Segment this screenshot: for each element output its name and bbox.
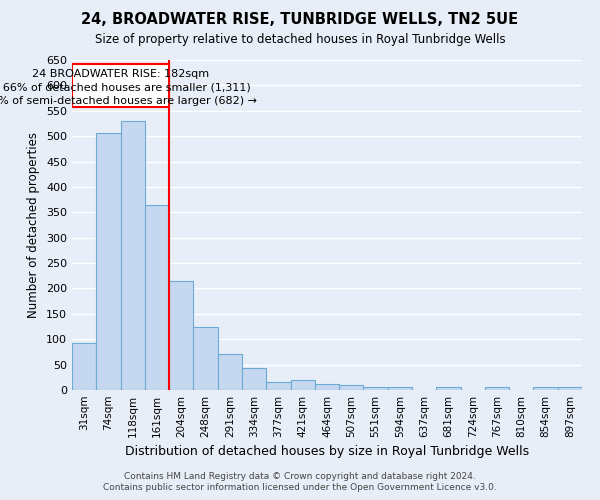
Bar <box>558 388 582 390</box>
Text: 24, BROADWATER RISE, TUNBRIDGE WELLS, TN2 5UE: 24, BROADWATER RISE, TUNBRIDGE WELLS, TN… <box>82 12 518 28</box>
Bar <box>96 132 121 390</box>
Bar <box>218 354 242 390</box>
Bar <box>315 384 339 390</box>
Bar <box>339 385 364 390</box>
Bar <box>388 388 412 390</box>
Bar <box>436 388 461 390</box>
Bar <box>72 64 169 106</box>
Bar <box>169 281 193 390</box>
Bar <box>145 205 169 390</box>
Bar <box>193 326 218 390</box>
Bar <box>364 388 388 390</box>
Y-axis label: Number of detached properties: Number of detached properties <box>28 132 40 318</box>
Text: Contains HM Land Registry data © Crown copyright and database right 2024.: Contains HM Land Registry data © Crown c… <box>124 472 476 481</box>
Text: Contains public sector information licensed under the Open Government Licence v3: Contains public sector information licen… <box>103 484 497 492</box>
Bar <box>533 388 558 390</box>
Text: ← 66% of detached houses are smaller (1,311): ← 66% of detached houses are smaller (1,… <box>0 82 251 92</box>
X-axis label: Distribution of detached houses by size in Royal Tunbridge Wells: Distribution of detached houses by size … <box>125 446 529 458</box>
Bar <box>485 388 509 390</box>
Bar <box>242 368 266 390</box>
Text: 24 BROADWATER RISE: 182sqm: 24 BROADWATER RISE: 182sqm <box>32 68 209 78</box>
Bar <box>266 382 290 390</box>
Bar <box>72 343 96 390</box>
Text: 34% of semi-detached houses are larger (682) →: 34% of semi-detached houses are larger (… <box>0 96 257 106</box>
Bar <box>290 380 315 390</box>
Bar <box>121 121 145 390</box>
Text: Size of property relative to detached houses in Royal Tunbridge Wells: Size of property relative to detached ho… <box>95 32 505 46</box>
